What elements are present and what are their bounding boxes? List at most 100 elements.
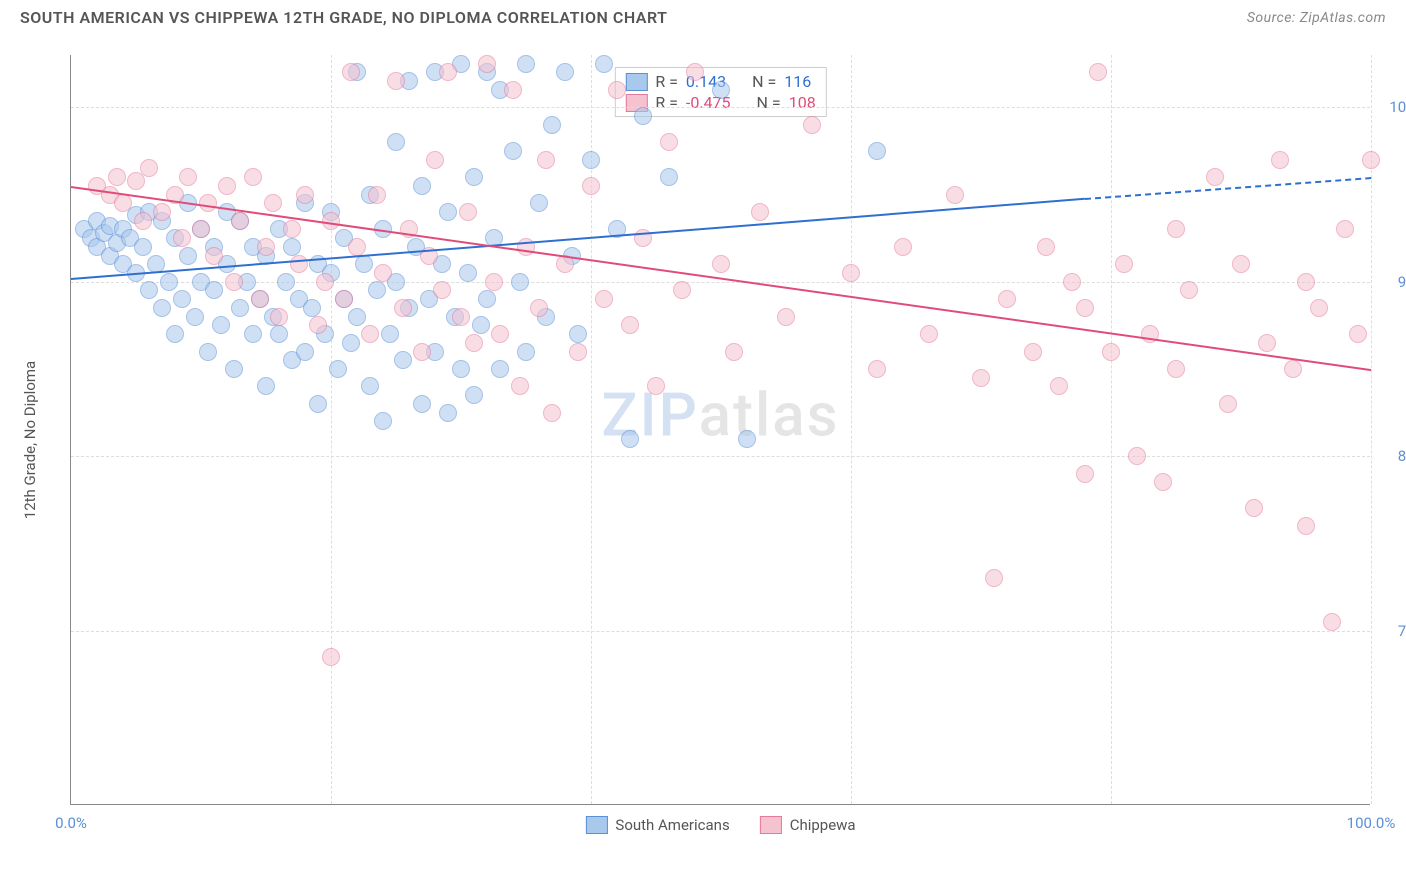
data-point-series-0: [387, 133, 405, 151]
n-label: N =: [752, 72, 776, 91]
data-point-series-0: [439, 203, 457, 221]
swatch-series-0: [625, 73, 647, 91]
data-point-series-1: [1063, 273, 1081, 291]
data-point-series-0: [355, 255, 373, 273]
data-point-series-1: [270, 308, 288, 326]
data-point-series-1: [894, 238, 912, 256]
data-point-series-1: [777, 308, 795, 326]
data-point-series-0: [348, 308, 366, 326]
data-point-series-1: [1258, 334, 1276, 352]
data-point-series-0: [153, 299, 171, 317]
data-point-series-1: [465, 334, 483, 352]
data-point-series-0: [634, 107, 652, 125]
data-point-series-0: [225, 360, 243, 378]
data-point-series-0: [413, 395, 431, 413]
data-point-series-1: [1297, 273, 1315, 291]
gridline-h: [71, 107, 1370, 108]
n-label: N =: [757, 93, 781, 112]
data-point-series-1: [1310, 299, 1328, 317]
data-point-series-1: [1349, 325, 1367, 343]
data-point-series-1: [342, 63, 360, 81]
data-point-series-0: [257, 377, 275, 395]
ytick-label: 90.0%: [1398, 273, 1406, 291]
data-point-series-1: [803, 116, 821, 134]
data-point-series-0: [530, 194, 548, 212]
data-point-series-0: [660, 168, 678, 186]
data-point-series-1: [1336, 220, 1354, 238]
data-point-series-0: [244, 325, 262, 343]
data-point-series-1: [660, 133, 678, 151]
bottom-legend: South Americans Chippewa: [585, 816, 855, 834]
gridline-h: [71, 282, 1370, 283]
data-point-series-1: [920, 325, 938, 343]
data-point-series-0: [283, 238, 301, 256]
data-point-series-0: [186, 308, 204, 326]
data-point-series-1: [348, 238, 366, 256]
gridline-v: [1111, 55, 1112, 804]
data-point-series-1: [1232, 255, 1250, 273]
data-point-series-1: [192, 220, 210, 238]
data-point-series-1: [1024, 343, 1042, 361]
n-value-series-1: 108: [789, 93, 816, 112]
data-point-series-1: [985, 569, 1003, 587]
data-point-series-0: [621, 430, 639, 448]
data-point-series-1: [1362, 151, 1380, 169]
data-point-series-1: [1037, 238, 1055, 256]
data-point-series-1: [504, 81, 522, 99]
data-point-series-0: [231, 299, 249, 317]
data-point-series-1: [257, 238, 275, 256]
ytick-label: 70.0%: [1398, 622, 1406, 640]
data-point-series-0: [173, 290, 191, 308]
trend-line: [71, 186, 1371, 371]
ytick-label: 80.0%: [1398, 447, 1406, 465]
data-point-series-1: [1297, 517, 1315, 535]
data-point-series-0: [738, 430, 756, 448]
data-point-series-0: [270, 325, 288, 343]
data-point-series-0: [212, 316, 230, 334]
data-point-series-1: [1284, 360, 1302, 378]
xtick-label: 0.0%: [55, 814, 87, 832]
n-value-series-0: 116: [784, 72, 811, 91]
data-point-series-1: [335, 290, 353, 308]
gridline-v: [331, 55, 332, 804]
data-point-series-0: [465, 168, 483, 186]
source-attribution: Source: ZipAtlas.com: [1247, 10, 1386, 26]
data-point-series-1: [387, 72, 405, 90]
r-label: R =: [655, 72, 678, 91]
data-point-series-1: [134, 212, 152, 230]
data-point-series-1: [946, 186, 964, 204]
data-point-series-1: [374, 264, 392, 282]
data-point-series-0: [478, 290, 496, 308]
data-point-series-1: [322, 648, 340, 666]
data-point-series-1: [179, 168, 197, 186]
data-point-series-1: [1089, 63, 1107, 81]
data-point-series-0: [413, 177, 431, 195]
trend-line: [1085, 177, 1371, 200]
data-point-series-0: [134, 238, 152, 256]
data-point-series-0: [277, 273, 295, 291]
data-point-series-1: [1102, 343, 1120, 361]
data-point-series-1: [673, 281, 691, 299]
ytick-label: 100.0%: [1389, 98, 1406, 116]
data-point-series-1: [368, 186, 386, 204]
data-point-series-1: [972, 369, 990, 387]
data-point-series-1: [582, 177, 600, 195]
data-point-series-0: [595, 55, 613, 73]
data-point-series-0: [140, 281, 158, 299]
legend-label-0: South Americans: [615, 816, 729, 834]
data-point-series-1: [1076, 465, 1094, 483]
data-point-series-1: [452, 308, 470, 326]
data-point-series-0: [329, 360, 347, 378]
gridline-h: [71, 456, 1370, 457]
data-point-series-0: [199, 343, 217, 361]
data-point-series-1: [283, 220, 301, 238]
data-point-series-1: [725, 343, 743, 361]
data-point-series-1: [459, 203, 477, 221]
data-point-series-1: [251, 290, 269, 308]
data-point-series-1: [712, 255, 730, 273]
data-point-series-1: [1115, 255, 1133, 273]
data-point-series-0: [517, 343, 535, 361]
swatch-series-0: [585, 816, 607, 834]
data-point-series-1: [290, 255, 308, 273]
data-point-series-1: [1219, 395, 1237, 413]
